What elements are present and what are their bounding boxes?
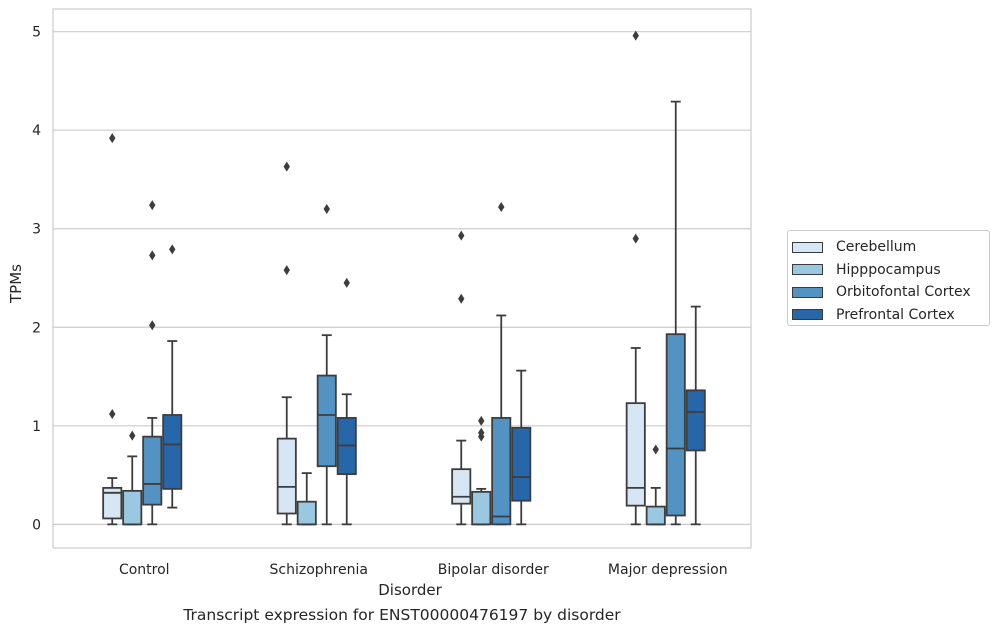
legend-label: Orbitofontal Cortex [836,284,971,301]
outlier-point [109,408,116,419]
outlier-point [652,444,659,455]
outlier-point [129,430,136,441]
chart-legend: Cerebellum Hipppocampus Orbitofontal Corte… [787,230,990,326]
y-tick-labels: 0 1 2 3 4 5 [32,25,41,534]
x-tick-label: Major depression [608,562,728,578]
y-tick-label: 2 [32,320,41,336]
legend-label: Hipppocampus [836,261,941,278]
box-iqr [451,468,472,505]
box-hipppocampus [296,472,317,526]
box-orbitofontal-cortex [142,200,163,526]
y-tick-label: 0 [32,517,41,533]
legend-label: Prefrontal Cortex [836,306,955,323]
x-tick-label: Control [119,562,170,578]
outlier-point [478,415,485,426]
box-prefrontal-cortex [162,244,183,509]
box-iqr [142,435,163,506]
box-iqr [296,500,317,526]
outlier-point [632,30,639,41]
outlier-point [498,202,505,213]
box-prefrontal-cortex [336,277,357,526]
x-tick-label: Bipolar disorder [438,562,549,578]
outlier-point [458,230,465,241]
outlier-point [283,161,290,172]
outlier-point [323,204,330,215]
box-iqr [625,402,646,507]
box-cerebellum [625,30,646,526]
box-prefrontal-cortex [511,369,532,526]
box-iqr [471,490,492,526]
plot-frame [52,8,752,549]
box-orbitofontal-cortex [665,100,686,526]
outlier-point [478,427,485,438]
y-tick-label: 4 [32,123,41,139]
x-tick-labels: Control Schizophrenia Bipolar disorder Majo… [119,562,728,578]
box-hipppocampus [471,415,492,526]
outlier-point [283,265,290,276]
box-iqr [511,426,532,502]
legend-label: Cerebellum [836,239,917,256]
y-tick-label: 5 [32,25,41,41]
legend-item: Cerebellum [792,236,989,259]
box-prefrontal-cortex [685,305,706,526]
outlier-point [632,233,639,244]
y-tick-label: 1 [32,419,41,435]
outlier-point [343,277,350,288]
box-hipppocampus [122,430,143,526]
legend-swatch [792,264,823,276]
box-iqr [102,486,123,520]
box-orbitofontal-cortex [316,204,337,526]
box-iqr [316,374,337,468]
box-iqr [685,389,706,452]
y-axis-label: TPMs [7,264,25,304]
box-cerebellum [276,161,297,526]
box-iqr [162,414,183,490]
box-iqr [665,333,686,517]
legend-item: Hipppocampus [792,259,989,282]
outlier-point [149,200,156,211]
box-cerebellum [102,133,123,526]
box-iqr [122,489,143,526]
legend-swatch [792,241,823,253]
x-tick-label: Schizophrenia [270,562,368,578]
legend-item: Prefrontal Cortex [792,304,989,327]
outlier-point [149,320,156,331]
chart-caption: Transcript expression for ENST0000047619… [183,606,621,624]
box-plot-series [102,30,706,526]
outlier-point [169,244,176,255]
outlier-point [109,133,116,144]
x-axis-label: Disorder [378,581,442,599]
outlier-point [149,250,156,261]
legend-item: Orbitofontal Cortex [792,281,989,304]
box-iqr [491,417,512,526]
y-tick-label: 3 [32,222,41,238]
box-orbitofontal-cortex [491,202,512,526]
legend-swatch [792,309,823,321]
box-iqr [276,437,297,515]
box-iqr [645,505,666,526]
box-cerebellum [451,230,472,526]
box-hipppocampus [645,444,666,526]
legend-swatch [792,286,823,298]
outlier-point [458,293,465,304]
